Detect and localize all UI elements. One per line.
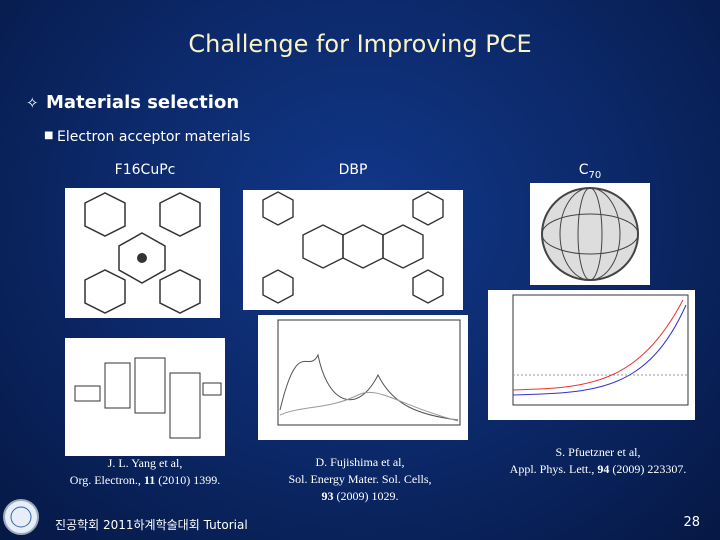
volume: 94 bbox=[597, 462, 610, 476]
slide-title: Challenge for Improving PCE bbox=[188, 30, 532, 58]
dbp-structure bbox=[243, 190, 463, 310]
material-label: C70 bbox=[530, 162, 650, 181]
label-subscript: 70 bbox=[588, 169, 602, 181]
material-label: DBP bbox=[338, 162, 368, 178]
pages: (2009) 223307. bbox=[609, 462, 687, 476]
journal: Sol. Energy Mater. Sol. Cells, bbox=[288, 472, 432, 486]
pages: (2010) 1399. bbox=[155, 473, 221, 487]
society-logo bbox=[3, 499, 39, 535]
citation-source: Appl. Phys. Lett., 94 (2009) 223307. bbox=[488, 461, 708, 478]
volume: 93 bbox=[321, 489, 334, 503]
jv-plot bbox=[488, 290, 695, 420]
material-label: F16CuPc bbox=[114, 162, 176, 178]
citation-authors: S. Pfuetzner et al, bbox=[555, 445, 641, 459]
page-number: 28 bbox=[683, 515, 700, 530]
label-base: C bbox=[578, 162, 589, 178]
citation: S. Pfuetzner et al, Appl. Phys. Lett., 9… bbox=[488, 444, 708, 478]
f16cupc-structure bbox=[65, 188, 220, 318]
bullet-marker: ✧ bbox=[26, 94, 39, 112]
bullet: Materials selection bbox=[46, 92, 240, 113]
citation: D. Fujishima et al, Sol. Energy Mater. S… bbox=[250, 454, 470, 505]
journal: Appl. Phys. Lett., bbox=[509, 462, 598, 476]
c70-structure bbox=[530, 183, 650, 285]
sub-bullet: Electron acceptor materials bbox=[57, 129, 251, 145]
footer-text: 진공학회 2011하계학술대회 Tutorial bbox=[55, 518, 248, 532]
citation: J. L. Yang et al, Org. Electron., 11 (20… bbox=[35, 455, 255, 489]
citation-source: Org. Electron., 11 (2010) 1399. bbox=[35, 472, 255, 489]
citation-authors: J. L. Yang et al, bbox=[107, 456, 183, 470]
absorption-spectrum bbox=[258, 315, 468, 440]
citation-source: 93 (2009) 1029. bbox=[250, 488, 470, 505]
pages: (2009) 1029. bbox=[333, 489, 399, 503]
volume: 11 bbox=[143, 473, 156, 487]
journal: Org. Electron., bbox=[69, 473, 144, 487]
sub-bullet-marker: ■ bbox=[44, 130, 54, 141]
citation-authors: D. Fujishima et al, bbox=[315, 455, 405, 469]
energy-diagram bbox=[65, 338, 225, 456]
